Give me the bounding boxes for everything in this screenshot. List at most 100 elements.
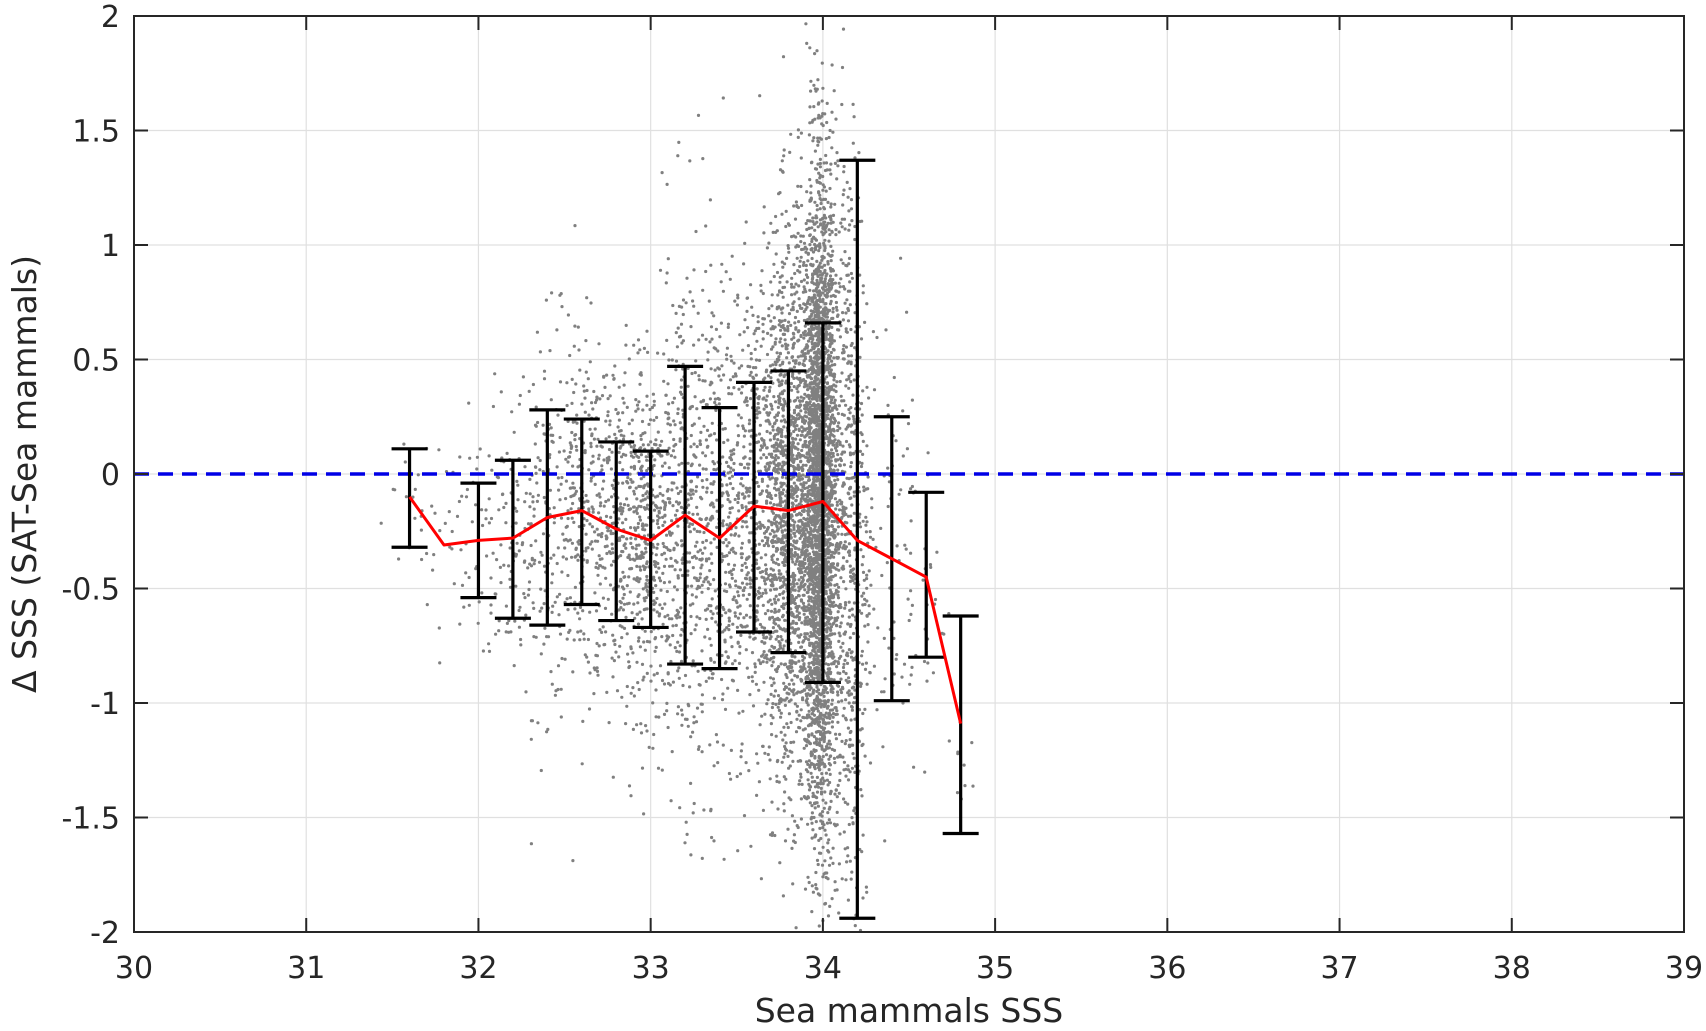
scatter-point [817,838,821,843]
scatter-point [773,415,777,419]
scatter-point [639,568,643,572]
scatter-point [507,564,511,568]
scatter-point [553,600,557,604]
scatter-point [487,497,491,501]
scatter-point [759,283,763,287]
scatter-point [795,387,799,391]
scatter-point [668,580,672,584]
scatter-point [761,633,765,637]
scatter-point [774,337,778,341]
scatter-point [493,372,497,376]
scatter-point [798,259,802,263]
scatter-point [786,324,790,329]
scatter-point [512,430,516,434]
scatter-point [784,224,788,229]
scatter-point [793,217,798,221]
scatter-point [596,437,600,441]
scatter-point [799,797,804,801]
scatter-point [610,450,614,454]
scatter-point [680,627,684,632]
scatter-point [770,615,775,620]
scatter-point [596,673,600,677]
scatter-point [624,323,628,327]
scatter-point [546,635,551,639]
scatter-point [740,385,744,389]
scatter-point [724,611,728,615]
scatter-point [778,275,782,279]
scatter-point [826,260,830,264]
scatter-point [379,521,383,525]
scatter-point [609,529,613,533]
scatter-point [810,811,815,815]
scatter-point [756,315,760,319]
scatter-point [715,545,719,550]
scatter-point [758,570,763,575]
scatter-point [671,504,675,508]
scatter-point [712,480,716,484]
scatter-point [641,408,645,412]
scatter-point [745,597,749,601]
scatter-point [782,468,786,472]
scatter-point [733,659,737,663]
scatter-point [643,507,647,511]
scatter-point [637,400,641,404]
scatter-point [740,476,744,481]
scatter-point [773,607,777,612]
scatter-point [767,388,772,393]
scatter-point [760,575,764,579]
scatter-point [740,568,744,573]
scatter-point [613,432,617,436]
scatter-point [639,505,643,509]
scatter-point [603,606,608,611]
scatter-point [727,386,731,390]
scatter-point [633,558,637,562]
scatter-point [791,359,796,363]
scatter-point [619,505,623,509]
scatter-point [404,495,408,499]
scatter-point [651,392,656,396]
scatter-point [679,659,684,663]
scatter-point [766,538,770,543]
scatter-point [585,388,589,393]
scatter-point [720,677,724,682]
scatter-point [557,450,562,454]
scatter-point [649,664,653,668]
scatter-point [460,583,465,588]
scatter-point [657,576,662,580]
scatter-point [795,557,799,561]
scatter-point [598,397,602,401]
scatter-point [768,438,773,442]
scatter-point [518,393,522,398]
scatter-point [776,598,780,602]
scatter-point [609,563,614,567]
scatter-point [670,617,674,621]
scatter-point [549,398,553,402]
scatter-point [824,801,828,805]
scatter-point [689,445,693,449]
scatter-point [767,452,771,456]
scatter-point [717,402,721,406]
scatter-point [826,849,830,853]
scatter-point [691,730,695,734]
scatter-point [762,407,766,411]
scatter-point [782,418,787,422]
scatter-point [792,408,797,412]
scatter-point [795,309,799,313]
scatter-point [785,675,789,680]
scatter-point [707,676,711,680]
scatter-point [769,692,773,697]
scatter-point [744,220,748,224]
scatter-point [713,589,717,593]
scatter-point [800,493,804,497]
scatter-point [526,522,531,526]
scatter-point [528,505,532,509]
scatter-point [780,344,784,348]
scatter-point [665,634,669,638]
scatter-point [678,615,682,619]
scatter-point [692,721,696,725]
scatter-point [666,257,670,261]
scatter-point [678,437,682,441]
scatter-point [661,622,665,626]
scatter-point [584,339,588,343]
scatter-point [789,381,794,386]
